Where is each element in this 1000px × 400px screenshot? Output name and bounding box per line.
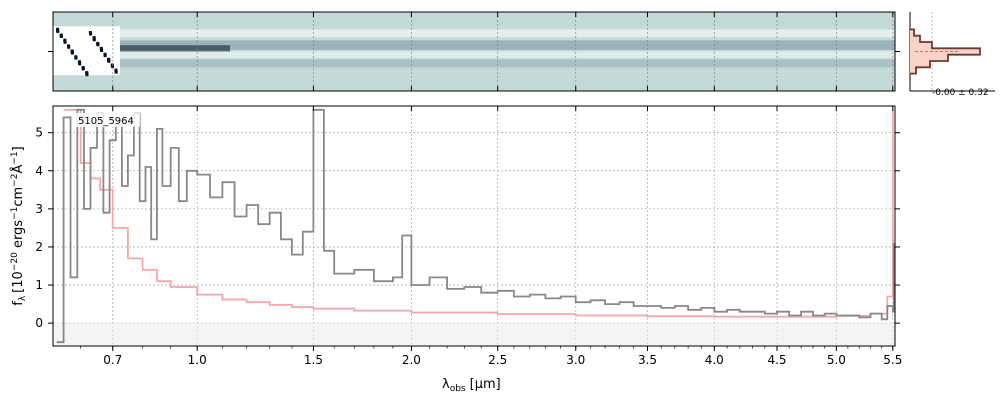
spectrum-2d-trace (53, 26, 895, 77)
y-tick-label-4: 4 (35, 164, 43, 178)
x-tick-label-0: 0.7 (103, 353, 122, 367)
error-series (63, 108, 894, 318)
x-tick-label-4: 2.5 (488, 353, 507, 367)
y-label-mid1: ergs (11, 220, 26, 252)
y-tick-label-5: 5 (35, 126, 43, 140)
trace-band-2 (120, 51, 895, 58)
spectrum-1d-panel: 0.7 1.0 1.5 2.0 2.5 3.0 3.5 4.0 4.5 5.0 5.5 0 1 2 3 4 5… (10, 105, 902, 394)
trace-pixel (67, 45, 71, 49)
y-tick-label-1: 1 (35, 278, 43, 292)
y-label-open: [10 (11, 271, 26, 293)
trace-band-3 (120, 59, 895, 68)
y-label-mid2: cm (11, 187, 26, 207)
y-label-e1: −20 (10, 252, 20, 271)
x-tick-label-5: 3.0 (566, 353, 585, 367)
trace-pixel (78, 62, 82, 66)
y-tick-labels: 0 1 2 3 4 5 (35, 126, 900, 330)
y-label-e2: −1 (10, 207, 20, 220)
y-tick-label-2: 2 (35, 240, 43, 254)
x-axis-label: λobs [μm] (442, 377, 501, 394)
histogram-panel: -0.00 ± 0.32 (909, 12, 995, 98)
trace-pixel (107, 59, 111, 63)
spectrum-2d-grid (112, 12, 894, 91)
trace-pixel (111, 64, 114, 68)
object-label: 5105_5964 (78, 116, 134, 127)
histogram (909, 12, 995, 92)
y-label-e3: −2 (10, 174, 20, 187)
y-label-f: f (11, 301, 26, 306)
x-axis-label-sub: obs (450, 384, 466, 394)
trace-pixel (74, 56, 78, 60)
spectrum-2d-panel (48, 11, 900, 92)
plot-frame (52, 105, 896, 347)
spectrum-2d-ticks (48, 12, 900, 91)
histogram-stat-label: -0.00 ± 0.32 (932, 88, 989, 98)
error-line (63, 108, 894, 318)
y-axis-label: fλ[10−20 ergs−1cm−2Å−1] (10, 146, 28, 305)
x-axis-label-main: λ (442, 377, 450, 392)
y-tick-label-3: 3 (35, 202, 43, 216)
x-axis-label-unit: [μm] (470, 377, 501, 392)
x-tick-label-7: 4.0 (705, 353, 724, 367)
trace-pixel (85, 73, 89, 77)
trace-pixel (81, 67, 85, 71)
object-label-bg (74, 113, 140, 127)
y-label-mid3: Å (10, 165, 26, 174)
trace-pixel (92, 38, 96, 42)
trace-pixel (56, 29, 60, 33)
y-tick-label-0: 0 (35, 316, 43, 330)
zero-band (53, 323, 895, 346)
x-tick-label-6: 3.5 (638, 353, 657, 367)
x-tick-label-8: 4.5 (767, 353, 786, 367)
x-tick-label-3: 2.0 (402, 353, 421, 367)
x-tick-labels: 0.7 1.0 1.5 2.0 2.5 3.0 3.5 4.0 4.5 5.0 5.5 (80, 106, 902, 367)
trace-pixel (114, 70, 118, 74)
trace-pixel (63, 40, 67, 44)
x-tick-label-9: 5.0 (827, 353, 846, 367)
trace-band-1 (120, 40, 895, 50)
trace-bright-region (53, 26, 120, 76)
x-tick-label-10: 5.5 (883, 353, 902, 367)
trace-band-0 (120, 29, 895, 38)
y-label-lam: λ (18, 295, 28, 301)
y-label-close: ] (11, 146, 26, 151)
y-label-e4: −1 (10, 151, 20, 164)
trace-pixel (89, 32, 93, 36)
plot-area (53, 106, 895, 346)
x-tick-label-1: 1.0 (188, 353, 207, 367)
trace-pixel (96, 43, 100, 47)
x-tick-label-2: 1.5 (304, 353, 323, 367)
trace-core (120, 45, 230, 52)
trace-pixel (103, 54, 107, 58)
trace-pixel (100, 49, 104, 53)
trace-pixel (59, 34, 63, 38)
trace-pixel (70, 51, 74, 55)
